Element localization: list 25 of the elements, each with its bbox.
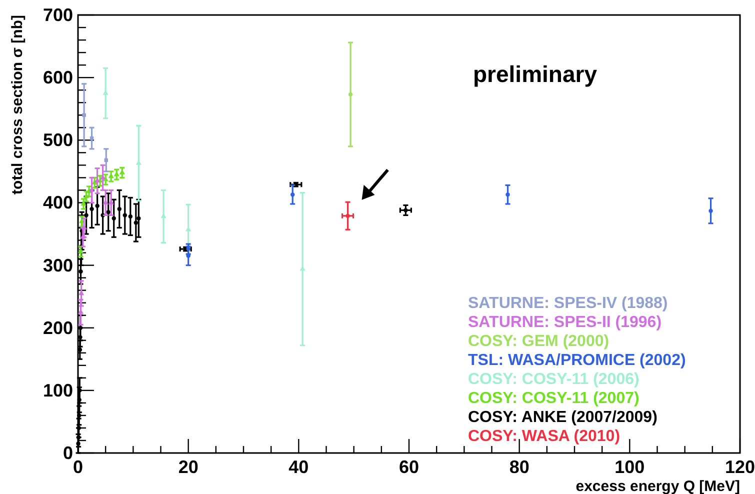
y-tick-label: 0	[62, 443, 73, 463]
text: COSY: GEM (2000)	[468, 333, 610, 350]
y-tick-label: 100	[42, 380, 73, 400]
y-tick-label: 500	[42, 130, 73, 150]
text: COSY: ANKE (2007/2009)	[468, 409, 658, 426]
x-tick-label: 60	[398, 457, 420, 477]
x-tick-label: 120	[724, 457, 755, 477]
y-tick-label: 600	[42, 68, 73, 88]
y-axis-title: total cross section σ [nb]	[9, 15, 26, 194]
annotation: preliminary	[473, 61, 598, 87]
x-tick-label: 100	[614, 457, 645, 477]
y-tick-label: 400	[42, 192, 73, 213]
x-axis-title: excess energy Q [MeV]	[576, 478, 740, 494]
text: SATURNE: SPES-II (1996)	[468, 314, 662, 331]
text: COSY: COSY-11 (2006)	[468, 371, 640, 388]
x-tick-label: 20	[178, 457, 198, 477]
text: SATURNE: SPES-IV (1988)	[468, 295, 668, 312]
x-tick-label: 80	[509, 457, 530, 477]
text: COSY: WASA (2010)	[468, 428, 620, 445]
text: COSY: COSY-11 (2007)	[468, 390, 640, 407]
text: TSL: WASA/PROMICE (2002)	[468, 352, 686, 369]
y-tick-label: 200	[42, 318, 73, 338]
x-tick-label: 40	[288, 457, 309, 477]
y-tick-label: 300	[42, 255, 73, 276]
y-tick-label: 700	[42, 5, 73, 25]
